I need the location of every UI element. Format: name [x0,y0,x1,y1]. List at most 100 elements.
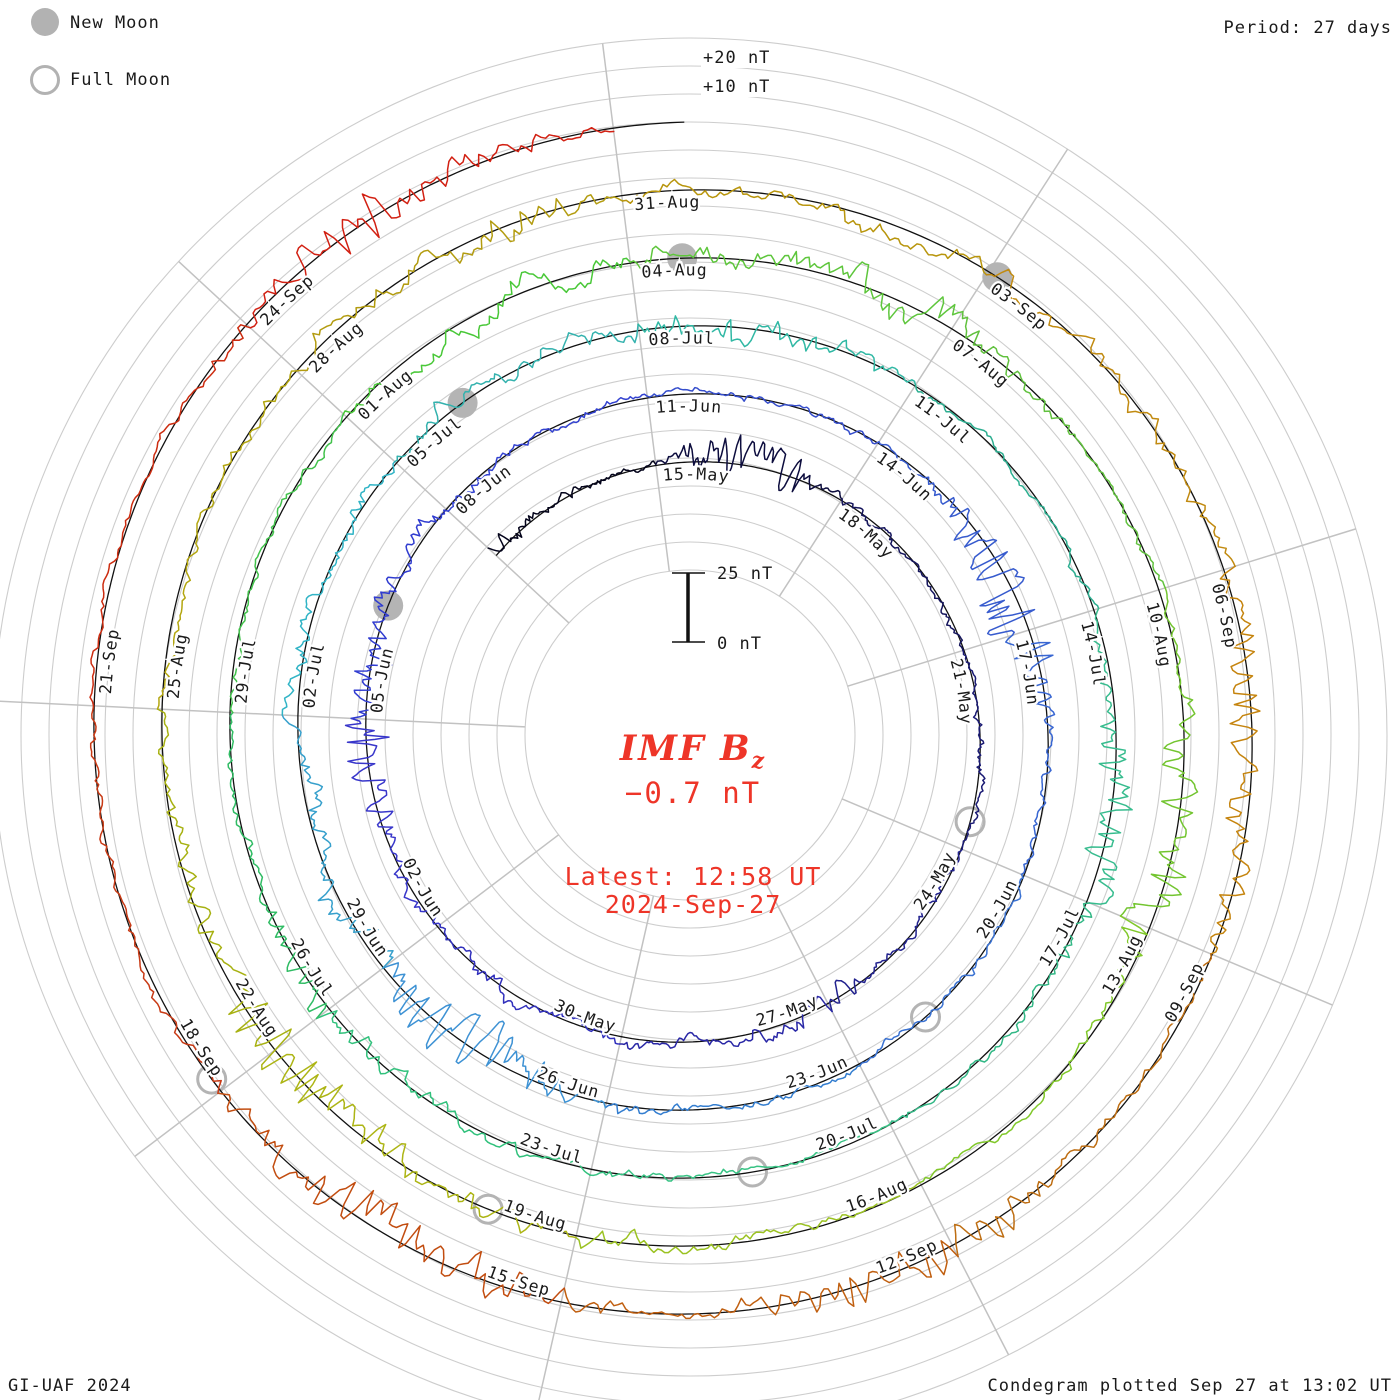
bz-trace-segment [619,995,833,1051]
latest-value: −0.7 nT [624,776,762,810]
full-moon-marker [910,1001,941,1033]
chart-title-sub: z [751,748,767,774]
bz-trace-segment [229,413,345,714]
bz-trace-segment [382,962,607,1109]
spiral-baseline [93,121,1253,1315]
full-moon-marker [954,806,986,838]
grid-rings [0,37,1388,1400]
bz-trace-segment [878,441,1036,636]
date-label: 21-May [946,657,975,726]
bz-trace-segment [841,498,964,652]
date-label: 17-Jul [1036,904,1084,970]
date-label: 14-Jun [873,448,936,505]
bz-trace-segment [447,393,648,512]
bz-trace [89,126,1261,1320]
bz-trace-segment [281,714,394,969]
date-label: 06-Sep [1208,581,1241,650]
bz-trace-segment [439,923,621,1045]
full-moon-marker [472,1193,504,1225]
bz-trace-segment [156,370,298,710]
bz-trace-segment [249,126,615,329]
date-label: 03-Sep [987,279,1051,334]
bz-trace-segment [621,178,988,276]
bz-trace-segment [344,717,441,926]
date-label: 10-Aug [1143,600,1175,669]
bz-trace-segment [156,708,292,1051]
bz-trace-segment [589,1123,891,1182]
bz-trace-segment [953,953,1213,1258]
bz-trace-segment [217,1092,566,1305]
legend-new-moon-label: New Moon [70,13,160,33]
moon-markers [196,243,1013,1225]
bz-trace-segment [281,460,396,716]
latest-time-line1: Latest: 12:58 UT [564,862,822,891]
date-label: 30-May [551,996,618,1036]
date-label: 18-May [835,504,898,562]
date-label: 31-Aug [633,192,700,214]
bz-trace-segment [261,1048,577,1239]
bz-trace-segment [985,268,1236,568]
bz-trace-segment [655,434,843,500]
ring-label-plus10: +10 nT [701,77,773,97]
date-label: 01-Aug [354,365,416,423]
scale-bar [672,572,705,643]
bz-trace-segment [889,902,1093,1125]
bz-trace-segment [394,323,639,463]
date-label: 20-Jul [814,1113,881,1154]
full-moon-marker [196,1063,228,1095]
credit-label: GI-UAF 2024 [8,1376,132,1396]
bz-trace-segment [315,1010,591,1176]
bz-trace-segment [629,245,964,325]
bz-trace-segment [859,873,1024,1067]
bz-trace-segment [1119,587,1199,917]
date-label: 11-Jun [655,396,723,417]
bz-trace-segment [227,711,327,1020]
bz-trace-segment [961,310,1166,589]
bz-trace-segment [350,509,450,720]
new-moon-icon [31,8,59,36]
bz-trace-segment [961,649,986,851]
bz-trace-segment [1084,607,1133,905]
date-label: 02-Jul [299,641,328,710]
date-label: 15-May [662,464,731,486]
bz-trace-segment [89,705,222,1095]
bz-trace-segment [89,324,252,707]
date-label: 28-Aug [305,318,367,377]
date-label: 23-Jun [784,1052,851,1093]
date-label: 05-Jul [403,413,465,471]
period-label: Period: 27 days [1223,18,1392,38]
date-label: 02-Jun [399,855,447,920]
bz-trace-segment [604,1065,861,1116]
date-label: 09-Sep [1161,959,1208,1025]
date-label: 19-Aug [501,1196,569,1234]
bz-trace-segment [487,460,657,552]
legend-full-moon-label: Full Moon [70,70,172,90]
bz-trace-segment [919,915,1148,1184]
bz-trace-segment [575,1181,921,1255]
date-label: 16-Aug [843,1174,910,1216]
date-label: 08-Jul [648,328,716,349]
scalebar-top-label: 25 nT [717,564,774,584]
bz-trace-segment [1005,634,1056,876]
chart-title-main: IMF B [619,728,752,769]
bz-trace-segment [646,386,880,445]
latest-date-line2: 2024-Sep-27 [604,890,782,919]
plotted-timestamp: Condegram plotted Sep 27 at 13:02 UT [987,1376,1392,1396]
date-label: 23-Jul [518,1129,586,1168]
ring-label-plus20: +20 nT [701,48,773,68]
date-label: 08-Jun [452,461,515,518]
bz-trace-segment [637,315,917,386]
bz-trace-segment [296,194,624,372]
date-label: 14-Jul [1077,619,1109,688]
bz-trace-segment [563,1240,959,1320]
date-label: 20-Jun [973,876,1021,942]
grid-spokes [0,43,1357,1400]
bz-trace-segment [914,384,1100,610]
scalebar-bottom-label: 0 nT [717,634,762,654]
bz-trace-segment [828,848,963,1013]
bz-trace-segment [1210,565,1261,955]
bz-trace-segment [342,257,632,415]
full-moon-icon [30,65,60,95]
